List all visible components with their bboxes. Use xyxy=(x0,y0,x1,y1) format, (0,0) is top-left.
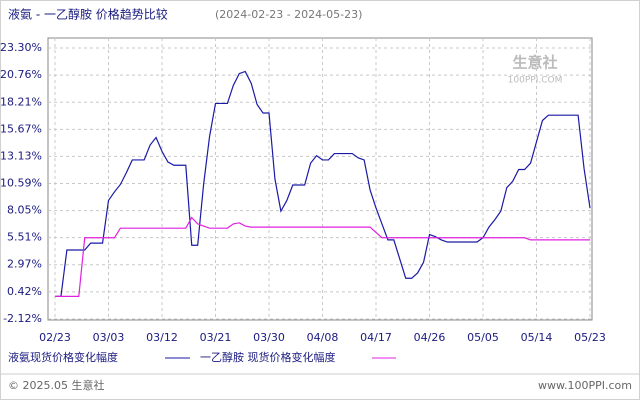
legend-label: 液氨现货价格变化幅度 xyxy=(8,350,118,364)
x-tick-label: 05/23 xyxy=(574,331,606,344)
x-tick-label: 04/26 xyxy=(414,331,446,344)
y-tick-label: 8.05% xyxy=(7,204,42,217)
y-tick-label: 20.76% xyxy=(0,68,42,81)
y-tick-label: 13.13% xyxy=(0,149,42,162)
x-tick-label: 03/30 xyxy=(253,331,285,344)
legend-label: 一乙醇胺 现货价格变化幅度 xyxy=(200,350,336,364)
x-tick-label: 04/17 xyxy=(360,331,392,344)
chart-subtitle: (2024-02-23 - 2024-05-23) xyxy=(215,8,362,21)
y-tick-label: 5.51% xyxy=(7,231,42,244)
x-tick-label: 04/08 xyxy=(307,331,339,344)
x-tick-label: 05/14 xyxy=(521,331,553,344)
watermark: 100PPI.COM xyxy=(508,76,563,86)
footer-link: www.100PPI.com xyxy=(538,379,632,392)
x-tick-label: 03/03 xyxy=(93,331,125,344)
x-tick-label: 05/05 xyxy=(467,331,499,344)
x-tick-label: 03/21 xyxy=(200,331,232,344)
chart-title: 液氨 - 一乙醇胺 价格趋势比较 xyxy=(8,7,168,22)
footer-text: © 2025.05 生意社 xyxy=(8,378,104,392)
series-line xyxy=(55,70,591,297)
y-tick-label: -2.12% xyxy=(3,312,42,325)
x-tick-label: 03/12 xyxy=(146,331,178,344)
series-line xyxy=(55,216,590,297)
watermark: 生意社 xyxy=(512,54,557,72)
y-tick-label: 2.97% xyxy=(7,258,42,271)
plot-frame xyxy=(47,37,593,321)
y-tick-label: 23.30% xyxy=(0,41,42,54)
x-tick-label: 02/23 xyxy=(39,331,71,344)
y-tick-label: 0.42% xyxy=(7,285,42,298)
y-tick-label: 10.59% xyxy=(0,177,42,190)
y-tick-label: 15.67% xyxy=(0,122,42,135)
y-tick-label: 18.21% xyxy=(0,95,42,108)
